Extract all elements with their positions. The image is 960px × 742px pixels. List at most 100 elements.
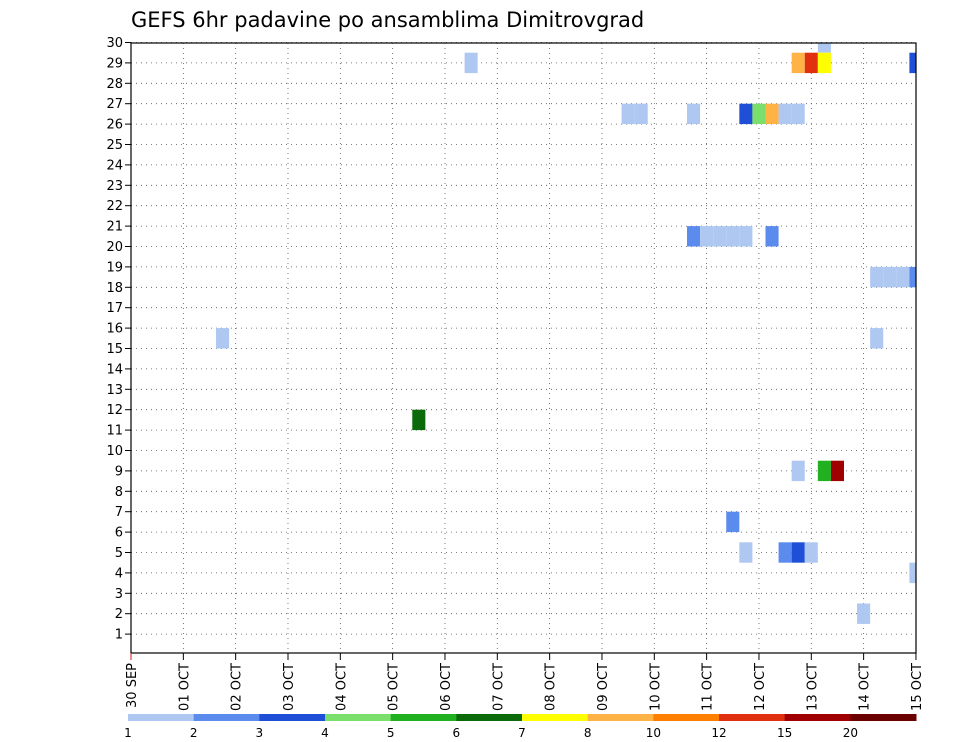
y-tick-label: 21 xyxy=(106,220,123,235)
y-tick-label: 9 xyxy=(115,464,123,479)
colorbar-swatch xyxy=(653,714,720,721)
precip-cell xyxy=(870,328,884,349)
precip-cell xyxy=(687,103,701,125)
precip-cell xyxy=(412,409,426,431)
colorbar: 1 2 3 4 5 6 7 8 10 12 15 20 xyxy=(124,714,917,740)
y-tick-label: 4 xyxy=(115,566,123,581)
precip-cell xyxy=(634,103,648,125)
grid xyxy=(131,42,916,653)
y-tick-label: 17 xyxy=(106,301,123,316)
precip-cell xyxy=(909,266,916,288)
precip-cell xyxy=(464,52,478,74)
y-tick-label: 16 xyxy=(106,322,123,337)
precip-cell xyxy=(621,103,635,125)
precip-cell xyxy=(726,511,740,533)
colorbar-label: 8 xyxy=(584,726,592,740)
y-tick-label: 7 xyxy=(115,505,123,520)
colorbar-label: 7 xyxy=(518,726,526,740)
x-tick-label: 11 OCT xyxy=(701,663,716,711)
y-tick-label: 2 xyxy=(115,607,123,622)
precip-cell xyxy=(830,460,844,482)
x-tick-label: 04 OCT xyxy=(334,663,349,711)
chart-title: GEFS 6hr padavine po ansamblima Dimitrov… xyxy=(131,8,644,32)
precip-cell xyxy=(791,542,805,563)
x-tick-label: 08 OCT xyxy=(544,663,559,711)
y-tick-label: 15 xyxy=(106,342,123,357)
colorbar-swatch xyxy=(325,714,392,721)
x-tick-label: 02 OCT xyxy=(230,663,245,711)
precip-cell xyxy=(791,460,805,482)
y-tick-label: 23 xyxy=(106,179,123,194)
y-tick-label: 28 xyxy=(106,77,123,92)
colorbar-swatch xyxy=(587,714,654,721)
x-tick-label: 10 OCT xyxy=(648,663,663,711)
colorbar-label: 1 xyxy=(124,726,132,740)
precip-cell xyxy=(817,52,831,74)
y-tick-label: 18 xyxy=(106,281,123,296)
y-tick-label: 27 xyxy=(106,97,123,112)
precip-cell xyxy=(739,542,753,563)
precip-cell xyxy=(791,52,805,74)
precip-cell xyxy=(791,103,805,125)
y-tick-label: 30 xyxy=(106,36,123,51)
precip-cell xyxy=(909,562,916,584)
y-tick-label: 12 xyxy=(106,403,123,418)
y-tick-label: 1 xyxy=(115,628,123,643)
precip-cell xyxy=(765,103,779,125)
colorbar-swatch xyxy=(456,714,523,721)
precip-cell xyxy=(883,266,897,288)
y-tick-label: 20 xyxy=(106,240,123,255)
colorbar-swatch xyxy=(522,714,589,721)
colorbar-swatch xyxy=(390,714,457,721)
y-tick-label: 25 xyxy=(106,138,123,153)
precip-cell xyxy=(687,226,701,247)
x-tick-label: 12 OCT xyxy=(753,663,768,711)
precip-cell xyxy=(896,266,910,288)
precip-cell xyxy=(804,542,818,563)
y-tick-label: 22 xyxy=(106,199,123,214)
precip-cell xyxy=(817,43,831,53)
colorbar-swatch xyxy=(850,714,917,721)
precip-cell xyxy=(739,226,753,247)
y-tick-label: 11 xyxy=(106,424,123,439)
y-tick-label: 26 xyxy=(106,118,123,133)
colorbar-swatch xyxy=(259,714,326,721)
x-tick-label: 14 OCT xyxy=(858,663,873,711)
y-tick-label: 3 xyxy=(115,587,123,602)
x-tick-label: 13 OCT xyxy=(805,663,820,711)
y-tick-label: 29 xyxy=(106,56,123,71)
colorbar-label: 5 xyxy=(387,726,395,740)
precip-cell xyxy=(700,226,714,247)
colorbar-label: 2 xyxy=(190,726,198,740)
x-tick-label: 06 OCT xyxy=(439,663,454,711)
y-tick-label: 10 xyxy=(106,444,123,459)
colorbar-swatch xyxy=(193,714,260,721)
x-tick-label: 30 SEP xyxy=(125,663,140,708)
x-tick-label: 09 OCT xyxy=(596,663,611,711)
x-tick-label: 03 OCT xyxy=(282,663,297,711)
colorbar-label: 3 xyxy=(256,726,264,740)
precip-cell xyxy=(817,460,831,482)
precip-cell xyxy=(739,103,753,125)
precip-cell xyxy=(857,603,871,624)
precip-cell xyxy=(752,103,766,125)
y-tick-label: 8 xyxy=(115,485,123,500)
colorbar-swatch xyxy=(784,714,851,721)
precip-cell xyxy=(765,226,779,247)
colorbar-label: 12 xyxy=(711,726,726,740)
colorbar-label: 20 xyxy=(843,726,858,740)
precip-cell xyxy=(804,52,818,74)
x-tick-label: 01 OCT xyxy=(177,663,192,711)
precip-cell xyxy=(870,266,884,288)
x-axis: 30 SEP 01 OCT 02 OCT 03 OCT 04 OCT 05 OCT 06 O… xyxy=(125,653,925,711)
precip-cell xyxy=(909,52,916,74)
precip-cell xyxy=(778,542,792,563)
colorbar-label: 15 xyxy=(777,726,792,740)
y-tick-label: 24 xyxy=(106,158,123,173)
y-tick-label: 14 xyxy=(106,362,123,377)
x-tick-label: 05 OCT xyxy=(387,663,402,711)
colorbar-label: 4 xyxy=(321,726,329,740)
precip-cell xyxy=(216,328,230,349)
y-tick-label: 19 xyxy=(106,260,123,275)
colorbar-swatch xyxy=(719,714,786,721)
